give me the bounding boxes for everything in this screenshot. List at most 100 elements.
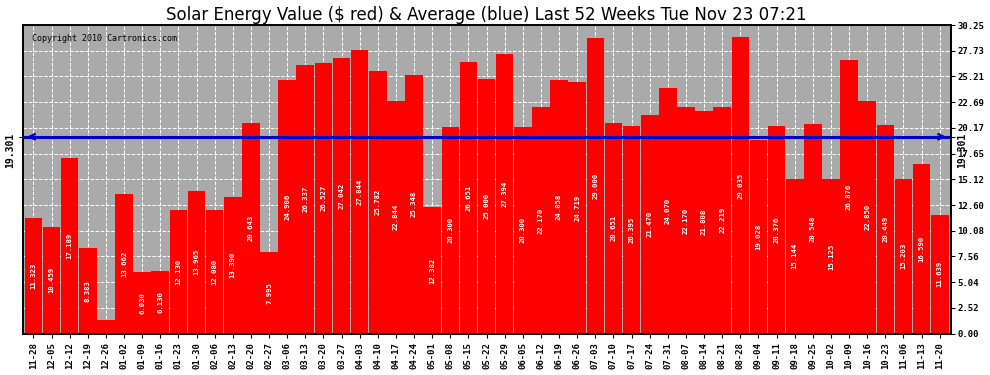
Bar — [677, 108, 695, 333]
Text: 26.337: 26.337 — [302, 186, 308, 212]
Text: 26.876: 26.876 — [846, 183, 852, 210]
Text: 13.390: 13.390 — [230, 252, 236, 278]
Text: 13.965: 13.965 — [193, 249, 200, 276]
Text: 24.070: 24.070 — [665, 198, 671, 224]
Bar — [387, 100, 405, 333]
Bar — [931, 215, 948, 333]
Bar — [641, 115, 658, 333]
Text: 20.643: 20.643 — [248, 215, 253, 242]
Bar — [369, 70, 386, 333]
Text: 19.028: 19.028 — [755, 224, 761, 250]
Bar — [876, 125, 894, 333]
Bar — [605, 123, 623, 333]
Text: 21.470: 21.470 — [646, 211, 652, 237]
Text: 15.125: 15.125 — [828, 243, 834, 270]
Bar — [151, 271, 169, 333]
Bar — [496, 54, 514, 333]
Bar — [768, 126, 785, 333]
Text: 16.590: 16.590 — [919, 236, 925, 262]
Text: 20.548: 20.548 — [810, 216, 816, 242]
Text: 27.394: 27.394 — [502, 181, 508, 207]
Text: 29.000: 29.000 — [592, 172, 598, 199]
Bar — [224, 197, 242, 333]
Bar — [749, 140, 767, 333]
Text: 11.639: 11.639 — [937, 261, 942, 287]
Text: 15.203: 15.203 — [901, 243, 907, 269]
Bar — [478, 79, 495, 333]
Bar — [623, 126, 641, 333]
Bar — [822, 179, 840, 333]
Bar — [115, 194, 133, 333]
Bar — [79, 248, 97, 333]
Bar — [278, 80, 296, 333]
Text: 8.383: 8.383 — [85, 280, 91, 302]
Bar — [405, 75, 423, 333]
Bar — [459, 62, 477, 333]
Text: 22.219: 22.219 — [719, 207, 726, 233]
Text: 15.144: 15.144 — [792, 243, 798, 270]
Bar — [804, 124, 822, 333]
Text: 11.323: 11.323 — [31, 263, 37, 289]
Bar — [568, 81, 586, 333]
Text: 21.808: 21.808 — [701, 209, 707, 236]
Bar — [206, 210, 224, 333]
Bar — [350, 50, 368, 333]
Text: 12.382: 12.382 — [430, 257, 436, 284]
Text: 22.170: 22.170 — [683, 207, 689, 234]
Bar — [858, 100, 876, 333]
Bar — [43, 227, 60, 333]
Bar — [296, 65, 314, 333]
Text: 24.719: 24.719 — [574, 194, 580, 220]
Title: Solar Energy Value ($ red) & Average (blue) Last 52 Weeks Tue Nov 23 07:21: Solar Energy Value ($ red) & Average (bl… — [166, 6, 807, 24]
Text: 22.850: 22.850 — [864, 204, 870, 230]
Bar — [442, 126, 459, 333]
Bar — [714, 107, 731, 333]
Bar — [514, 126, 532, 333]
Text: 6.130: 6.130 — [157, 291, 163, 313]
Text: 6.030: 6.030 — [140, 292, 146, 314]
Bar — [134, 272, 150, 333]
Text: 24.906: 24.906 — [284, 194, 290, 220]
Bar — [169, 210, 187, 333]
Bar — [424, 207, 441, 333]
Bar — [659, 88, 676, 333]
Text: 20.300: 20.300 — [520, 217, 526, 243]
Text: 27.844: 27.844 — [356, 178, 362, 205]
Text: 13.662: 13.662 — [121, 251, 127, 277]
Text: 22.844: 22.844 — [393, 204, 399, 230]
Text: 7.995: 7.995 — [266, 282, 272, 304]
Text: 25.782: 25.782 — [375, 189, 381, 215]
Text: 26.527: 26.527 — [321, 185, 327, 211]
Bar — [533, 108, 549, 333]
Text: 27.042: 27.042 — [339, 183, 345, 209]
Bar — [315, 63, 333, 333]
Bar — [841, 60, 858, 333]
Bar — [786, 179, 804, 333]
Text: 25.348: 25.348 — [411, 191, 417, 217]
Bar — [732, 38, 749, 333]
Text: 20.300: 20.300 — [447, 217, 453, 243]
Text: 12.080: 12.080 — [212, 259, 218, 285]
Text: Copyright 2010 Cartronics.com: Copyright 2010 Cartronics.com — [32, 34, 177, 44]
Text: 20.651: 20.651 — [611, 215, 617, 242]
Bar — [25, 218, 43, 333]
Bar — [895, 178, 913, 333]
Bar — [97, 320, 115, 333]
Bar — [60, 158, 78, 333]
Text: 25.000: 25.000 — [483, 193, 490, 219]
Text: 22.170: 22.170 — [538, 207, 544, 234]
Text: 12.130: 12.130 — [175, 259, 181, 285]
Text: 20.376: 20.376 — [773, 216, 779, 243]
Bar — [243, 123, 259, 333]
Text: 26.651: 26.651 — [465, 184, 471, 211]
Bar — [188, 191, 205, 333]
Text: 29.035: 29.035 — [738, 172, 743, 199]
Text: 20.449: 20.449 — [882, 216, 888, 242]
Bar — [695, 111, 713, 333]
Bar — [913, 164, 931, 333]
Text: 20.395: 20.395 — [629, 216, 635, 243]
Bar — [260, 252, 278, 333]
Text: 17.189: 17.189 — [66, 233, 72, 259]
Text: 10.459: 10.459 — [49, 267, 54, 293]
Text: 24.858: 24.858 — [556, 194, 562, 220]
